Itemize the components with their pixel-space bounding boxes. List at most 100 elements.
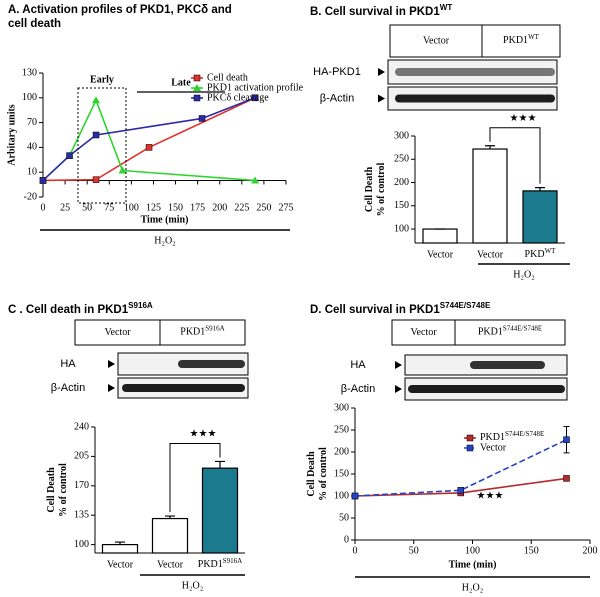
y-tick-label: 240 [74, 421, 89, 432]
text-part: PKD1 [478, 327, 503, 338]
lane-label: PKD1WT [503, 33, 540, 47]
text-part: S744E/S748E [505, 430, 544, 438]
blot-header [389, 24, 561, 58]
y-tick-label: 135 [74, 509, 89, 520]
marker [92, 131, 100, 139]
text-part: % of control [376, 162, 387, 216]
y-axis-label: Arbitary units [6, 104, 17, 166]
significance-bracket [169, 442, 221, 513]
arrow [395, 385, 402, 393]
y-tick-label: 205 [74, 451, 89, 462]
arrow [378, 94, 385, 103]
x-tick-label: 200 [212, 202, 227, 213]
y-tick-label: 100 [394, 223, 409, 234]
text-part: WT [545, 247, 557, 255]
legend-label: Cell death [207, 72, 248, 83]
y-tick-label: -20 [24, 191, 37, 202]
x-tick-label: 0 [353, 545, 358, 556]
error-bar [535, 187, 545, 191]
y-tick-label: 250 [334, 424, 349, 435]
row-label: HA-PKD1 [313, 66, 361, 78]
significance: ★★★ [190, 429, 217, 440]
x-tick-label: 50 [409, 545, 419, 556]
legend-label: Vector [480, 442, 507, 453]
x-tick-label: 100 [465, 545, 480, 556]
x-tick-label: Vector [477, 249, 504, 260]
marker [563, 475, 570, 482]
bar [101, 543, 139, 554]
y-tick-label: 100 [334, 490, 349, 501]
significance-bracket [489, 127, 541, 184]
text-part: Cell Death [306, 451, 317, 497]
lane-label: Vector [410, 327, 437, 338]
text-part: Cell Death [364, 166, 375, 212]
y-tick-label: 300 [334, 402, 349, 413]
x-axis-label: Time (min) [141, 214, 189, 225]
marker [39, 177, 47, 184]
row-label: HA [60, 358, 76, 370]
legend-label: PKCδ cleavage [207, 92, 269, 103]
arrow [395, 361, 402, 369]
y-tick-label: 300 [394, 130, 409, 141]
legend-label: PKD1S744E/S748E [480, 430, 544, 444]
text-part: A. Activation profiles of PKD1, PKCδ and [8, 4, 232, 16]
treatment-label: H₂O₂ [154, 235, 175, 246]
band [408, 385, 565, 393]
legend-label: PKD1 activation profile [207, 82, 304, 93]
panel-title: A. Activation profiles of PKD1, PKCδ and… [8, 4, 232, 30]
y-tick-label: 200 [394, 177, 409, 188]
y-tick-label: 170 [74, 480, 89, 491]
y-tick-label: 10 [27, 166, 37, 177]
x-tick-label: Vector [107, 559, 134, 570]
early-box [77, 87, 127, 204]
marker [118, 166, 127, 174]
legend-marker [466, 434, 474, 442]
y-tick-label: 100 [74, 539, 89, 550]
text-part: PKD1 [180, 327, 205, 338]
significance: ★★★ [510, 113, 537, 124]
lane-label: PKD1S916A [180, 324, 224, 338]
band [470, 361, 545, 369]
error-bar [115, 541, 125, 545]
x-tick-label: 50 [82, 202, 92, 213]
panel-title: B. Cell survival in PKD1WT [310, 3, 452, 18]
band [122, 384, 245, 392]
text-part: S916A [205, 324, 224, 332]
marker [145, 144, 153, 151]
blot-header [391, 319, 566, 346]
marker [66, 152, 73, 159]
error-bar [215, 460, 225, 469]
panel-title: D. Cell survival in PKD1S744E/S748E [310, 301, 491, 316]
y-axis-label: Cell Death% of control [46, 463, 69, 517]
y-tick-label: 100 [22, 92, 37, 103]
x-tick-label: 225 [234, 202, 249, 213]
row-label: β-Actin [51, 382, 85, 394]
treatment-label: H₂O₂ [182, 580, 203, 591]
annotation: Late [171, 77, 191, 88]
lane-label: Vector [423, 35, 450, 46]
marker [351, 492, 359, 500]
y-tick-label: 130 [22, 67, 37, 78]
bar [151, 517, 189, 554]
legend-marker [466, 444, 474, 452]
error-bar [485, 145, 495, 150]
text-part: C . Cell death in PKD1 [8, 304, 129, 316]
text-part: % of control [58, 463, 69, 517]
x-tick-label: PKDWT [525, 247, 557, 261]
y-tick-label: 200 [334, 446, 349, 457]
series-line [42, 97, 256, 182]
y-axis-label: Cell Death% of control [364, 162, 387, 216]
y-tick-label: 250 [394, 154, 409, 165]
treatment-label: H₂O₂ [462, 582, 483, 593]
text-part: S744E/S748E [503, 324, 542, 332]
y-tick-label: 50 [339, 512, 349, 523]
y-tick-label: 40 [27, 142, 37, 153]
x-tick-label: 25 [60, 202, 70, 213]
text-part: cell death [8, 18, 61, 30]
row-label: β-Actin [341, 383, 375, 395]
band [395, 94, 555, 103]
text-part: PKD1 [198, 559, 223, 570]
bar [472, 148, 508, 244]
x-axis-label: Time (min) [449, 559, 497, 570]
